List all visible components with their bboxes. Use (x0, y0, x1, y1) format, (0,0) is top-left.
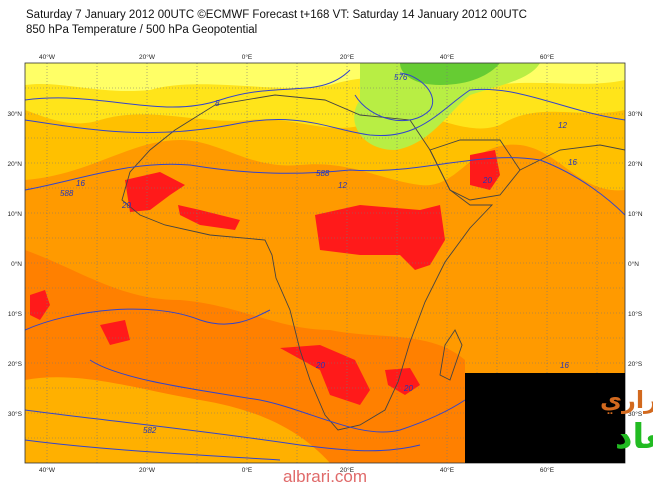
contour-label: 16 (76, 179, 85, 188)
longitude-label: 0°E (242, 466, 253, 474)
contour-label: 12 (338, 181, 347, 190)
contour-label: 588 (316, 169, 330, 178)
latitude-label: 0°N (11, 260, 22, 268)
contour-label: 12 (558, 121, 567, 130)
logo-background (465, 373, 625, 463)
cold-zone (354, 63, 540, 150)
logo-line1: البراري (600, 386, 653, 414)
hot-core (30, 290, 50, 320)
hot-core (125, 172, 185, 212)
latitude-label: 30°N (7, 110, 22, 118)
title: Saturday 7 January 2012 00UTC ©ECMWF For… (26, 9, 527, 21)
cold-core (400, 63, 500, 85)
latitude-label: 20°S (8, 360, 23, 368)
graticule (25, 63, 625, 463)
latitude-label: 10°S (8, 310, 23, 318)
latitude-label: 30°S (628, 410, 643, 418)
contour-label: 576 (394, 73, 408, 82)
latitude-label: 20°N (7, 160, 22, 168)
warm-south (25, 377, 330, 463)
contour-label: 20 (315, 361, 325, 370)
longitude-label: 20°W (139, 53, 156, 61)
longitude-label: 40°E (440, 466, 455, 474)
latitude-label: 10°S (628, 310, 643, 318)
map: 588 16 8 12 588 576 12 16 20 20 20 20 58… (25, 63, 625, 463)
hot-core (100, 320, 130, 345)
longitude-label: 40°W (39, 53, 56, 61)
latitude-label: 30°S (8, 410, 23, 418)
contour-label: 582 (143, 426, 157, 435)
contour-label: 8 (215, 99, 220, 108)
map-axes: 40°W 40°W 20°W 20°W 0°E 0°E 20°E 20°E 40°E 40°E 60… (7, 53, 642, 474)
latitude-label: 10°N (7, 210, 22, 218)
hot-core (280, 345, 370, 405)
contour-label: 20 (121, 201, 131, 210)
logo-line2: أبو ميعاد (615, 414, 653, 457)
contours (25, 69, 625, 461)
contour-label: 588 (60, 189, 74, 198)
logo: البراري أبو ميعاد (465, 373, 653, 463)
hot-core (315, 205, 445, 270)
longitude-label: 60°E (540, 53, 555, 61)
contour-label: 20 (403, 384, 413, 393)
longitude-label: 20°E (340, 466, 355, 474)
longitude-label: 40°W (39, 466, 56, 474)
latitude-label: 0°N (628, 260, 639, 268)
footer-website: albrari.com (283, 467, 367, 486)
contour-label: 16 (560, 361, 569, 370)
longitude-label: 60°E (540, 466, 555, 474)
latitude-label: 20°S (628, 360, 643, 368)
longitude-label: 40°E (440, 53, 455, 61)
latitude-label: 10°N (628, 210, 643, 218)
latitude-label: 30°N (628, 110, 643, 118)
contour-label: 20 (482, 176, 492, 185)
longitude-label: 0°E (242, 53, 253, 61)
hot-core (385, 368, 420, 395)
longitude-label: 20°E (340, 53, 355, 61)
contour-labels: 588 16 8 12 588 576 12 16 20 20 20 20 58… (60, 73, 577, 435)
latitude-label: 20°N (628, 160, 643, 168)
hot-core (178, 205, 240, 230)
subtitle: 850 hPa Temperature / 500 hPa Geopotenti… (26, 24, 257, 36)
longitude-label: 20°W (139, 466, 156, 474)
contour-label: 16 (568, 158, 577, 167)
map-frame (24, 62, 626, 464)
